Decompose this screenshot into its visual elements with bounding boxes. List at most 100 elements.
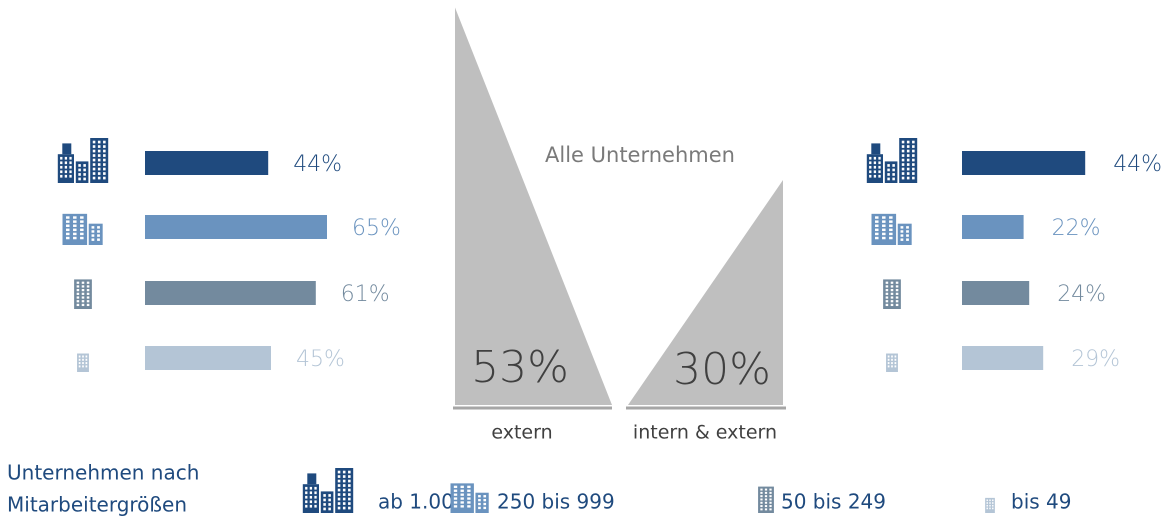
window	[73, 220, 77, 223]
window	[309, 491, 313, 495]
window	[81, 296, 85, 299]
window	[986, 507, 988, 510]
window	[901, 149, 905, 153]
window	[103, 176, 106, 180]
window	[453, 485, 458, 489]
window	[483, 502, 487, 506]
window	[889, 220, 893, 223]
window	[91, 226, 95, 229]
building	[307, 473, 317, 485]
building-icon	[57, 138, 109, 183]
window	[81, 292, 85, 295]
window	[873, 161, 877, 165]
window	[882, 228, 886, 232]
window	[894, 362, 897, 365]
window	[97, 140, 101, 144]
bar	[962, 151, 1086, 175]
window	[348, 484, 351, 487]
window	[901, 163, 905, 166]
center-value: 30%	[673, 344, 771, 395]
window	[901, 172, 905, 175]
window	[64, 165, 68, 169]
window	[895, 285, 899, 288]
legend-title: Unternehmen nach	[7, 461, 199, 485]
window	[78, 365, 81, 368]
window	[906, 167, 910, 171]
window	[887, 173, 890, 176]
window	[305, 495, 308, 499]
window	[882, 216, 886, 219]
window	[895, 300, 899, 303]
window	[85, 358, 88, 361]
window	[92, 176, 96, 180]
window	[78, 164, 81, 167]
window	[60, 161, 63, 165]
window	[992, 499, 994, 502]
window	[906, 238, 909, 241]
window	[92, 163, 96, 166]
window	[769, 508, 772, 511]
window	[80, 224, 84, 227]
window	[885, 292, 889, 295]
window	[885, 289, 889, 292]
value-label: 61%	[341, 282, 390, 307]
window	[69, 174, 72, 178]
window	[66, 224, 70, 227]
window	[882, 224, 886, 227]
window	[78, 173, 81, 176]
window	[76, 296, 80, 299]
window	[66, 220, 70, 223]
window	[986, 499, 988, 502]
window	[453, 489, 458, 492]
window	[66, 216, 70, 219]
building-icon	[758, 486, 774, 513]
window	[460, 489, 464, 492]
window	[906, 149, 910, 153]
window	[97, 158, 101, 162]
window	[328, 507, 331, 511]
window	[69, 170, 72, 174]
window	[60, 165, 63, 169]
window	[337, 502, 341, 505]
window	[912, 140, 915, 144]
window	[989, 499, 991, 502]
window	[348, 479, 351, 483]
window	[889, 216, 893, 219]
window	[314, 486, 317, 490]
window	[869, 165, 872, 169]
window	[348, 506, 351, 510]
window	[875, 236, 879, 240]
window	[92, 167, 96, 171]
bar	[962, 346, 1044, 370]
window	[483, 506, 487, 510]
window	[892, 164, 895, 167]
window	[467, 505, 471, 508]
window	[76, 281, 80, 284]
window	[348, 475, 351, 478]
window	[769, 505, 772, 508]
window	[882, 232, 886, 236]
window	[342, 502, 346, 505]
triangle	[455, 7, 612, 405]
window	[894, 358, 897, 361]
window	[337, 497, 341, 501]
window	[342, 484, 346, 487]
window	[80, 220, 84, 223]
window	[901, 167, 905, 171]
window	[887, 358, 890, 361]
window	[83, 164, 86, 167]
window	[92, 172, 96, 175]
window	[64, 174, 68, 178]
window	[73, 236, 77, 240]
window	[453, 497, 458, 500]
window	[873, 165, 877, 169]
window	[906, 163, 910, 166]
window	[81, 300, 85, 303]
window	[103, 145, 106, 148]
window	[73, 216, 77, 219]
window	[342, 493, 346, 496]
window	[92, 145, 96, 148]
window	[66, 232, 70, 236]
window	[66, 228, 70, 232]
window	[103, 158, 106, 162]
